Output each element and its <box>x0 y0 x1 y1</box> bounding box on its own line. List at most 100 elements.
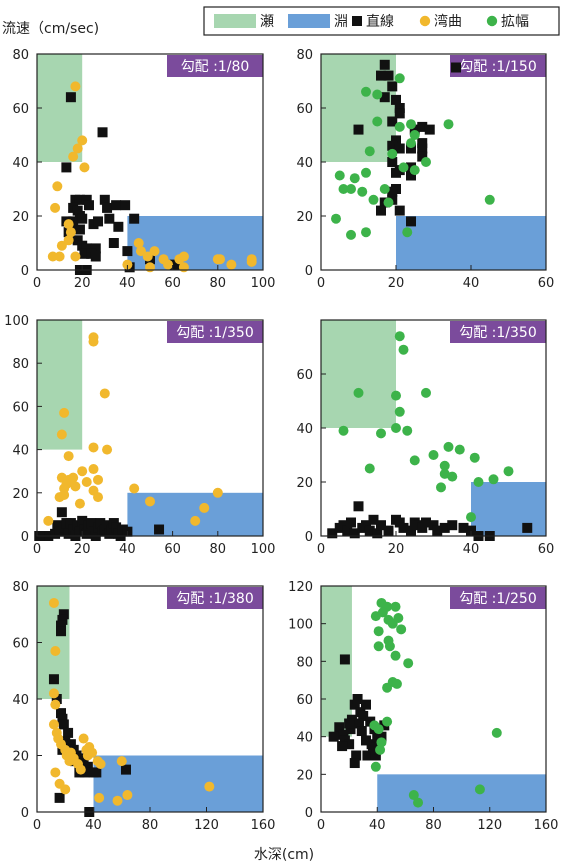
point-widen <box>474 784 485 795</box>
point-bend <box>145 496 155 507</box>
point-bend <box>50 202 61 213</box>
point-bend <box>56 429 67 440</box>
x-tick-label: 60 <box>164 542 181 557</box>
y-tick-label: 20 <box>296 768 313 783</box>
point-straight <box>358 710 369 721</box>
point-straight <box>54 792 65 803</box>
point-widen <box>357 186 368 197</box>
point-straight <box>353 124 364 135</box>
point-bend <box>54 251 65 262</box>
x-tick-label: 80 <box>210 542 227 557</box>
point-widen <box>373 626 384 637</box>
point-straight <box>327 528 338 539</box>
point-straight <box>417 143 428 154</box>
y-tick-label: 40 <box>12 156 29 171</box>
point-bend <box>74 498 85 509</box>
point-straight <box>56 507 67 518</box>
point-widen <box>402 425 413 436</box>
point-straight <box>447 520 458 531</box>
x-tick-label: 0 <box>317 818 325 833</box>
point-widen <box>391 678 402 689</box>
point-straight <box>120 200 131 211</box>
point-widen <box>409 165 420 176</box>
point-widen <box>370 761 381 772</box>
y-tick-label: 40 <box>296 156 313 171</box>
point-straight <box>74 224 85 235</box>
x-tick-label: 0 <box>33 818 41 833</box>
point-widen <box>454 444 465 455</box>
point-bend <box>68 151 79 162</box>
point-bend <box>50 767 61 778</box>
point-straight <box>379 59 390 70</box>
point-straight <box>353 501 364 512</box>
y-tick-label: 20 <box>12 750 29 765</box>
point-bend <box>60 784 71 795</box>
point-bend <box>75 764 86 775</box>
y-tick-label: 120 <box>288 580 313 595</box>
point-straight <box>51 694 62 704</box>
point-straight <box>349 758 360 769</box>
point-straight <box>365 716 376 727</box>
point-straight <box>361 520 371 531</box>
panels: 勾配 :1/80 0 20 40 60 80 100 0 20 40 60 80 勾配 :1/150 0 2… <box>4 48 558 833</box>
point-bend <box>190 515 201 526</box>
point-straight <box>169 259 180 270</box>
riffle-region <box>321 320 396 428</box>
y-tick-label: 60 <box>12 400 29 415</box>
point-widen <box>394 121 405 132</box>
point-bend <box>59 407 70 418</box>
x-tick-label: 40 <box>119 276 136 291</box>
x-tick-label: 40 <box>369 818 386 833</box>
point-straight <box>368 742 379 753</box>
point-straight <box>72 235 83 246</box>
point-straight <box>387 116 398 127</box>
point-bend <box>77 466 88 477</box>
y-axis-title: 流速（cm/sec) <box>2 21 99 37</box>
point-straight <box>376 205 386 216</box>
point-straight <box>417 121 428 132</box>
x-tick-label: 100 <box>251 542 276 557</box>
point-straight <box>74 194 85 205</box>
point-straight <box>65 739 76 750</box>
chart-panel-4: 勾配 :1/380 0 40 80 120 160 0 20 40 60 80 <box>12 580 275 833</box>
y-tick-label: 0 <box>305 530 313 545</box>
riffle-region <box>37 54 83 162</box>
gradient-badge <box>450 321 546 343</box>
point-straight <box>97 127 108 138</box>
point-straight <box>56 708 67 719</box>
y-tick-label: 60 <box>12 637 29 652</box>
y-tick-label: 80 <box>12 48 29 63</box>
point-bend <box>212 487 223 498</box>
point-widen <box>428 450 439 460</box>
y-tick-label: 40 <box>12 693 29 708</box>
point-straight <box>60 736 71 747</box>
point-bend <box>133 238 144 248</box>
gradient-badge-label: 勾配 :1/350 <box>459 325 537 341</box>
point-widen <box>484 194 495 205</box>
point-straight <box>72 205 83 216</box>
point-straight <box>82 761 93 772</box>
point-straight <box>81 243 92 254</box>
legend-label-2: 直線 <box>366 13 394 30</box>
y-tick-label: 20 <box>296 476 313 491</box>
gradient-badge-label: 勾配 :1/380 <box>176 591 254 607</box>
point-bend <box>93 492 104 503</box>
x-tick-label: 80 <box>142 818 159 833</box>
point-straight <box>80 767 91 778</box>
point-straight <box>345 724 356 735</box>
point-bend <box>135 246 146 257</box>
point-widen <box>447 471 458 482</box>
y-tick-label: 60 <box>12 102 29 117</box>
legend-swatch-0 <box>214 14 256 28</box>
point-widen <box>396 624 407 635</box>
point-straight <box>129 213 140 224</box>
point-widen <box>373 641 384 652</box>
point-bend <box>94 792 105 803</box>
point-widen <box>403 658 414 669</box>
point-straight <box>120 764 131 775</box>
point-straight <box>344 739 355 750</box>
point-widen <box>331 213 341 224</box>
point-bend <box>48 688 59 699</box>
point-straight <box>394 205 405 216</box>
point-straight <box>339 654 350 665</box>
